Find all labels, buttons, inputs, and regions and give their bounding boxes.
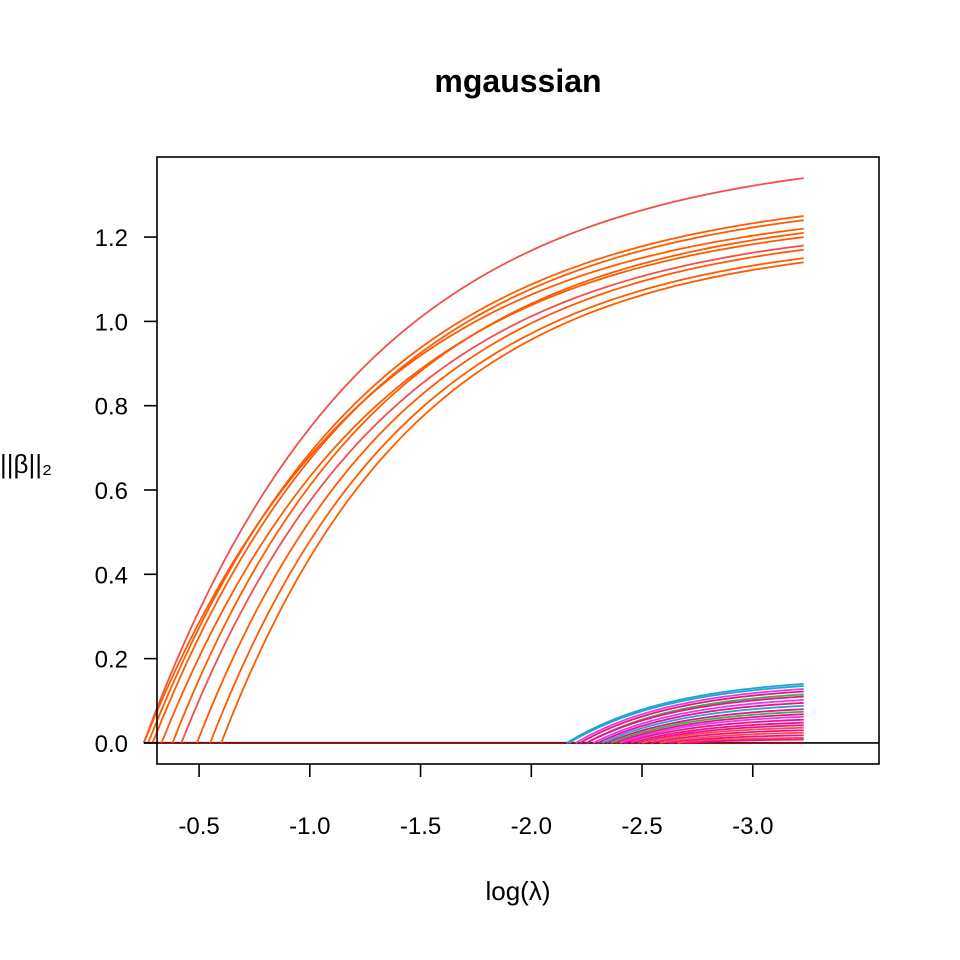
x-tick-label: -3.0 xyxy=(732,813,773,840)
minor-series-line xyxy=(615,713,804,744)
primary-series-line xyxy=(196,248,804,744)
minor-series-line xyxy=(619,715,804,744)
x-tick-label: -2.0 xyxy=(511,813,552,840)
minor-series-line xyxy=(601,704,804,744)
x-tick-label: -0.5 xyxy=(178,813,219,840)
x-axis-title: log(λ) xyxy=(485,876,550,906)
minor-series-line xyxy=(637,724,804,744)
minor-series-line xyxy=(668,734,804,744)
primary-series-line xyxy=(220,261,804,744)
series-layer xyxy=(142,177,879,744)
minor-series-line xyxy=(610,710,804,744)
primary-series-line xyxy=(180,244,804,744)
x-tick-label: -1.0 xyxy=(289,813,330,840)
y-tick-label: 0.6 xyxy=(95,478,128,505)
primary-series-line xyxy=(147,215,804,744)
minor-series-line xyxy=(686,738,804,744)
x-tick-label: -1.5 xyxy=(400,813,441,840)
primary-series-line xyxy=(209,257,804,744)
y-tick-label: 0.2 xyxy=(95,647,128,674)
axis-layer: -0.5 -1.0 -1.5 -2.0 -2.5 -3.0 0.0 0.2 0.4 0.6 0.8 1… xyxy=(95,225,774,840)
chart-title: mgaussian xyxy=(434,63,601,99)
plot-frame xyxy=(156,156,880,765)
minor-series-line xyxy=(579,690,804,744)
primary-series-line xyxy=(151,219,804,744)
minor-series-line xyxy=(597,701,804,744)
y-axis-title: ||β||₂ xyxy=(0,449,52,479)
minor-series-line xyxy=(592,699,804,744)
y-tick-label: 0.8 xyxy=(95,394,128,421)
minor-series-line xyxy=(630,721,804,744)
y-tick-label: 0.0 xyxy=(95,731,128,758)
minor-series-line xyxy=(568,685,804,744)
y-tick-label: 1.0 xyxy=(95,309,128,336)
y-tick-label: 1.2 xyxy=(95,225,128,252)
minor-series-line xyxy=(677,736,804,744)
primary-series-line xyxy=(142,227,804,744)
minor-series-line xyxy=(650,729,804,744)
minor-series-line xyxy=(586,695,804,744)
minor-series-line xyxy=(641,726,804,744)
minor-series-line xyxy=(566,683,804,744)
x-tick-label: -2.5 xyxy=(621,813,662,840)
minor-series-line xyxy=(624,718,804,744)
minor-series-line xyxy=(575,688,804,744)
minor-series-line xyxy=(659,731,804,744)
primary-series-line xyxy=(142,177,804,744)
y-tick-label: 0.4 xyxy=(95,562,128,589)
primary-series-line xyxy=(160,236,804,744)
minor-series-line xyxy=(606,708,804,744)
